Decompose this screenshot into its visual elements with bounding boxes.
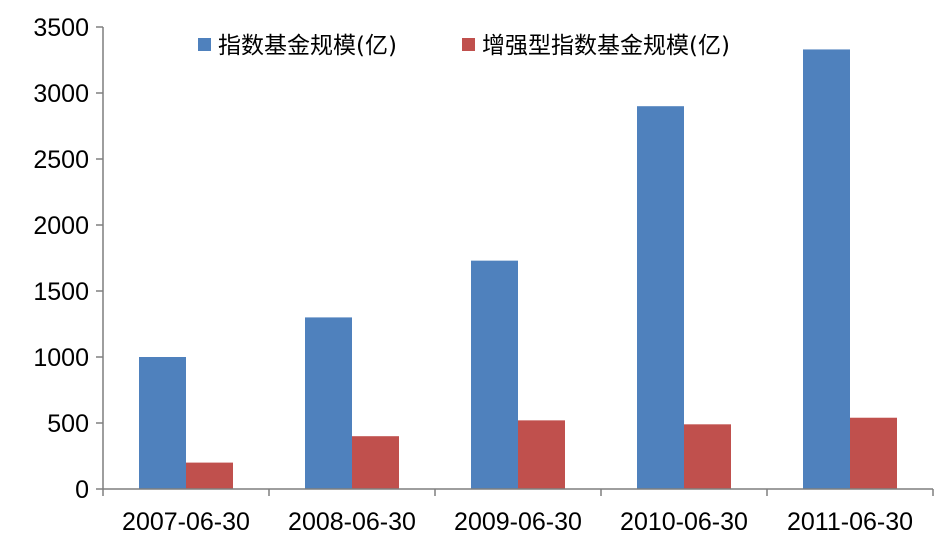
legend-swatch-0 [198,38,211,51]
tick-labels-layer: 0 500 1000 1500 2000 2500 3000 3500 2007-06-30 20… [33,14,913,536]
bar-series-1-2008-06-30 [352,436,399,489]
y-tick-label: 2000 [33,212,89,240]
bar-series-1-2009-06-30 [518,420,565,489]
x-tick-label: 2010-06-30 [620,508,748,536]
y-tick-label: 1000 [33,344,89,372]
legend-label-1: 增强型指数基金规模(亿) [482,33,730,59]
legend: 指数基金规模(亿) 增强型指数基金规模(亿) [198,33,730,59]
y-tick-label: 2500 [33,146,89,174]
x-tick-label: 2008-06-30 [288,508,416,536]
y-tick-label: 1500 [33,278,89,306]
bar-series-0-2011-06-30 [803,49,850,489]
legend-swatch-1 [462,38,475,51]
bar-series-1-2011-06-30 [850,417,897,489]
bar-series-0-2010-06-30 [637,106,684,489]
bars-layer [139,49,897,489]
x-tick-label: 2007-06-30 [122,508,250,536]
bar-series-0-2007-06-30 [139,357,186,489]
y-tick-label: 500 [47,410,89,438]
legend-label-0: 指数基金规模(亿) [218,33,397,59]
y-tick-label: 3500 [33,14,89,42]
bar-series-0-2008-06-30 [305,317,352,489]
x-tick-label: 2009-06-30 [454,508,582,536]
bar-series-1-2007-06-30 [186,462,233,489]
bar-series-1-2010-06-30 [684,424,731,489]
axes-layer [96,26,934,496]
y-tick-label: 3000 [33,80,89,108]
y-tick-label: 0 [75,476,89,504]
bar-series-0-2009-06-30 [471,260,518,489]
x-tick-label: 2011-06-30 [787,508,913,536]
